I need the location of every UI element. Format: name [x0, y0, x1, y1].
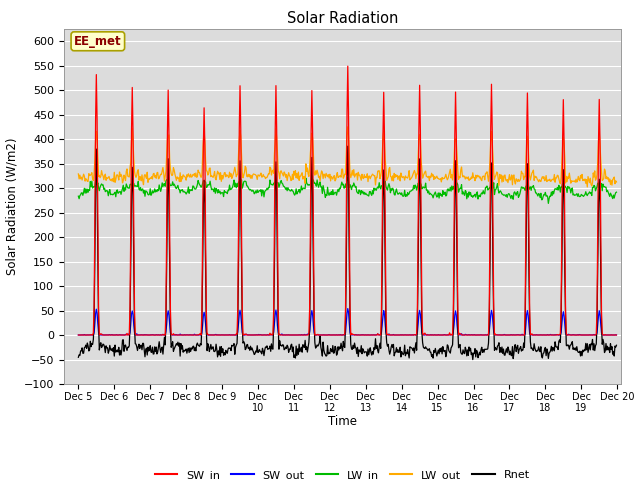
X-axis label: Time: Time	[328, 415, 357, 428]
Legend: SW_in, SW_out, LW_in, LW_out, Rnet: SW_in, SW_out, LW_in, LW_out, Rnet	[151, 465, 534, 480]
Y-axis label: Solar Radiation (W/m2): Solar Radiation (W/m2)	[5, 138, 19, 275]
Title: Solar Radiation: Solar Radiation	[287, 11, 398, 26]
Text: EE_met: EE_met	[74, 35, 122, 48]
